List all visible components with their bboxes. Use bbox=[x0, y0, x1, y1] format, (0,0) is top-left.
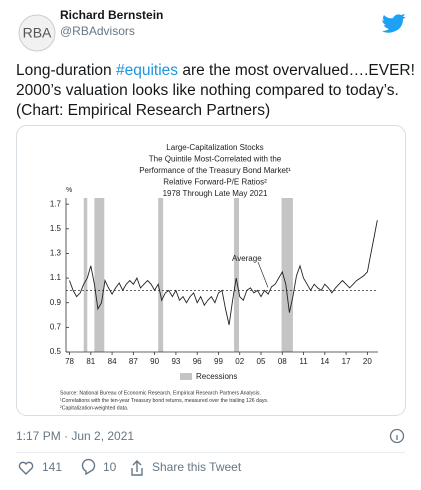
x-tick-label: 20 bbox=[363, 357, 372, 366]
chart-title: Performance of the Treasury Bond Market¹ bbox=[139, 166, 291, 175]
text: Long-duration bbox=[16, 62, 116, 79]
like-count: 141 bbox=[42, 460, 62, 474]
source-note: Source: National Bureau of Economic Rese… bbox=[60, 390, 261, 396]
x-tick-label: 87 bbox=[129, 357, 138, 366]
avatar-text: RBA bbox=[23, 25, 52, 41]
x-tick-label: 84 bbox=[108, 357, 117, 366]
average-arrow bbox=[257, 261, 269, 288]
chart-title: Relative Forward-P/E Ratios² bbox=[163, 178, 267, 187]
x-tick-label: 81 bbox=[86, 357, 95, 366]
like-icon[interactable] bbox=[18, 461, 34, 475]
y-tick-label: 1.7 bbox=[50, 199, 62, 208]
y-tick-label: 1.3 bbox=[50, 249, 62, 258]
data-line bbox=[69, 220, 378, 325]
media-frame[interactable] bbox=[16, 125, 406, 416]
tweet-line: 2000’s valuation looks like nothing comp… bbox=[16, 82, 399, 99]
tweet-line: (Chart: Empirical Research Partners) bbox=[16, 102, 270, 119]
recession-band bbox=[281, 198, 293, 352]
source-note: ²Capitalization-weighted data. bbox=[60, 405, 128, 411]
text: are the most overvalued….EVER! bbox=[178, 62, 415, 79]
recession-band bbox=[234, 198, 240, 352]
chart-title: The Quintile Most-Correlated with the bbox=[149, 155, 282, 164]
chart: Large-Capitalization Stocks The Quintile … bbox=[50, 143, 378, 411]
x-tick-label: 78 bbox=[65, 357, 74, 366]
tweet-line: Long-duration #equities are the most ove… bbox=[16, 62, 415, 79]
x-tick-label: 17 bbox=[342, 357, 351, 366]
avatar[interactable] bbox=[18, 14, 56, 52]
y-tick-label: 1.5 bbox=[50, 224, 62, 233]
x-tick-label: 99 bbox=[214, 357, 223, 366]
y-tick-label: 0.7 bbox=[50, 322, 62, 331]
author-handle[interactable]: @RBAdvisors bbox=[60, 24, 135, 38]
average-label: Average bbox=[232, 254, 262, 263]
x-tick-label: 11 bbox=[299, 357, 308, 366]
info-icon[interactable] bbox=[389, 428, 405, 444]
share-label[interactable]: Share this Tweet bbox=[152, 460, 242, 474]
y-tick-label: 0.5 bbox=[50, 347, 62, 356]
x-tick-label: 93 bbox=[171, 357, 180, 366]
author-name[interactable]: Richard Bernstein bbox=[60, 8, 163, 22]
x-tick-label: 96 bbox=[193, 357, 202, 366]
recession-band bbox=[94, 198, 105, 352]
chart-title: 1978 Through Late May 2021 bbox=[163, 189, 268, 198]
x-tick-label: 02 bbox=[235, 357, 244, 366]
hashtag[interactable]: #equities bbox=[116, 62, 178, 79]
reply-icon[interactable] bbox=[81, 458, 96, 476]
x-tick-label: 08 bbox=[278, 357, 287, 366]
y-tick-label: 1.1 bbox=[50, 273, 62, 282]
timestamp[interactable]: 1:17 PM · Jun 2, 2021 bbox=[16, 429, 134, 443]
recession-band bbox=[158, 198, 164, 352]
y-tick-label: 0.9 bbox=[50, 298, 62, 307]
x-tick-label: 05 bbox=[257, 357, 266, 366]
source-note: ¹Correlations with the ten-year Treasury… bbox=[60, 398, 268, 404]
y-unit: % bbox=[66, 187, 72, 194]
share-icon[interactable] bbox=[131, 460, 143, 476]
legend-swatch bbox=[180, 373, 192, 380]
twitter-logo[interactable] bbox=[382, 14, 406, 33]
reply-count: 10 bbox=[103, 460, 117, 474]
x-tick-label: 90 bbox=[150, 357, 159, 366]
legend-label: Recessions bbox=[196, 372, 237, 381]
chart-title: Large-Capitalization Stocks bbox=[166, 143, 263, 152]
recession-band bbox=[83, 198, 88, 352]
x-tick-label: 14 bbox=[320, 357, 329, 366]
